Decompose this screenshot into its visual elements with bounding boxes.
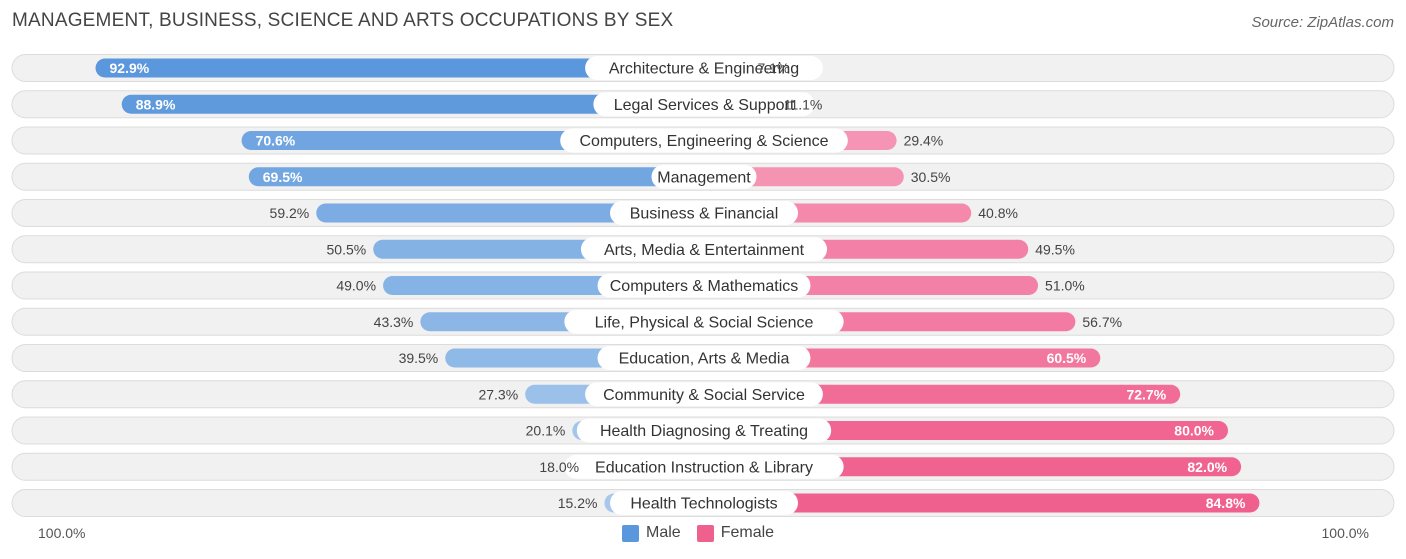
female-value-label: 30.5%	[911, 169, 951, 185]
category-label: Education Instruction & Library	[595, 459, 813, 476]
category-label: Legal Services & Support	[614, 97, 795, 114]
category-label: Architecture & Engineering	[609, 61, 799, 78]
female-value-label: 80.0%	[1174, 423, 1214, 439]
category-pill	[593, 92, 815, 117]
category-pill	[597, 273, 811, 298]
category-pill	[597, 346, 811, 370]
category-pill	[580, 237, 828, 262]
legend-item-female[interactable]: Female	[696, 524, 775, 542]
bar-male	[95, 58, 704, 78]
male-value-label: 43.3%	[374, 314, 414, 330]
female-value-label: 60.5%	[1047, 350, 1087, 366]
category-label: Computers & Mathematics	[610, 278, 799, 295]
female-value-label: 49.5%	[1035, 241, 1075, 257]
category-pill	[564, 309, 844, 334]
bar-male	[121, 94, 704, 114]
male-value-label: 69.5%	[263, 169, 303, 185]
category-label: Life, Physical & Social Science	[595, 314, 814, 331]
male-value-label: 39.5%	[399, 350, 439, 366]
female-value-label: 56.7%	[1082, 314, 1122, 330]
axis-right-label: 100.0%	[1321, 525, 1369, 541]
chart-title: MANAGEMENT, BUSINESS, SCIENCE AND ARTS O…	[12, 10, 674, 31]
category-label: Arts, Media & Entertainment	[604, 242, 805, 259]
axis-left-label: 100.0%	[38, 525, 86, 541]
category-pill	[560, 128, 848, 153]
category-label: Health Diagnosing & Treating	[600, 423, 808, 440]
female-value-label: 11.1%	[784, 96, 823, 112]
legend-label-male: Male	[646, 524, 681, 541]
bar-female	[704, 384, 1181, 404]
female-value-label: 72.7%	[1126, 386, 1166, 402]
male-value-label: 18.0%	[539, 459, 579, 475]
male-value-label: 15.2%	[558, 495, 598, 511]
legend-swatch-male	[622, 524, 639, 542]
female-value-label: 7.1%	[758, 60, 790, 76]
category-pill	[585, 56, 823, 80]
bar-female	[704, 493, 1260, 513]
female-value-label: 84.8%	[1206, 495, 1246, 511]
female-value-label: 40.8%	[978, 205, 1018, 221]
male-value-label: 59.2%	[270, 205, 310, 221]
category-label: Education, Arts & Media	[619, 351, 790, 368]
male-value-label: 88.9%	[136, 96, 176, 112]
category-pill	[651, 164, 757, 189]
bar-male	[316, 203, 704, 223]
category-label: Business & Financial	[630, 206, 779, 223]
female-value-label: 82.0%	[1187, 459, 1227, 475]
category-pill	[576, 418, 832, 443]
legend: Male Female	[622, 524, 782, 542]
category-label: Computers, Engineering & Science	[579, 133, 828, 150]
category-pill	[610, 201, 798, 225]
male-value-label: 20.1%	[526, 423, 566, 439]
male-value-label: 92.9%	[110, 60, 150, 76]
female-value-label: 29.4%	[904, 133, 944, 149]
female-value-label: 51.0%	[1045, 278, 1085, 294]
bar-male	[248, 167, 704, 187]
category-label: Health Technologists	[630, 496, 777, 513]
male-value-label: 49.0%	[336, 278, 376, 294]
category-label: Management	[657, 169, 751, 186]
category-pill	[564, 454, 844, 479]
category-pill	[610, 491, 798, 515]
legend-item-male[interactable]: Male	[622, 524, 681, 542]
bar-female	[704, 421, 1228, 440]
legend-swatch-female	[696, 524, 714, 542]
male-value-label: 50.5%	[327, 241, 367, 257]
male-value-label: 27.3%	[478, 386, 518, 402]
source-credit: Source: ZipAtlas.com	[1251, 14, 1394, 31]
category-pill	[585, 382, 823, 407]
male-value-label: 70.6%	[256, 133, 296, 149]
legend-label-female: Female	[720, 524, 775, 541]
category-label: Community & Social Service	[603, 387, 805, 404]
